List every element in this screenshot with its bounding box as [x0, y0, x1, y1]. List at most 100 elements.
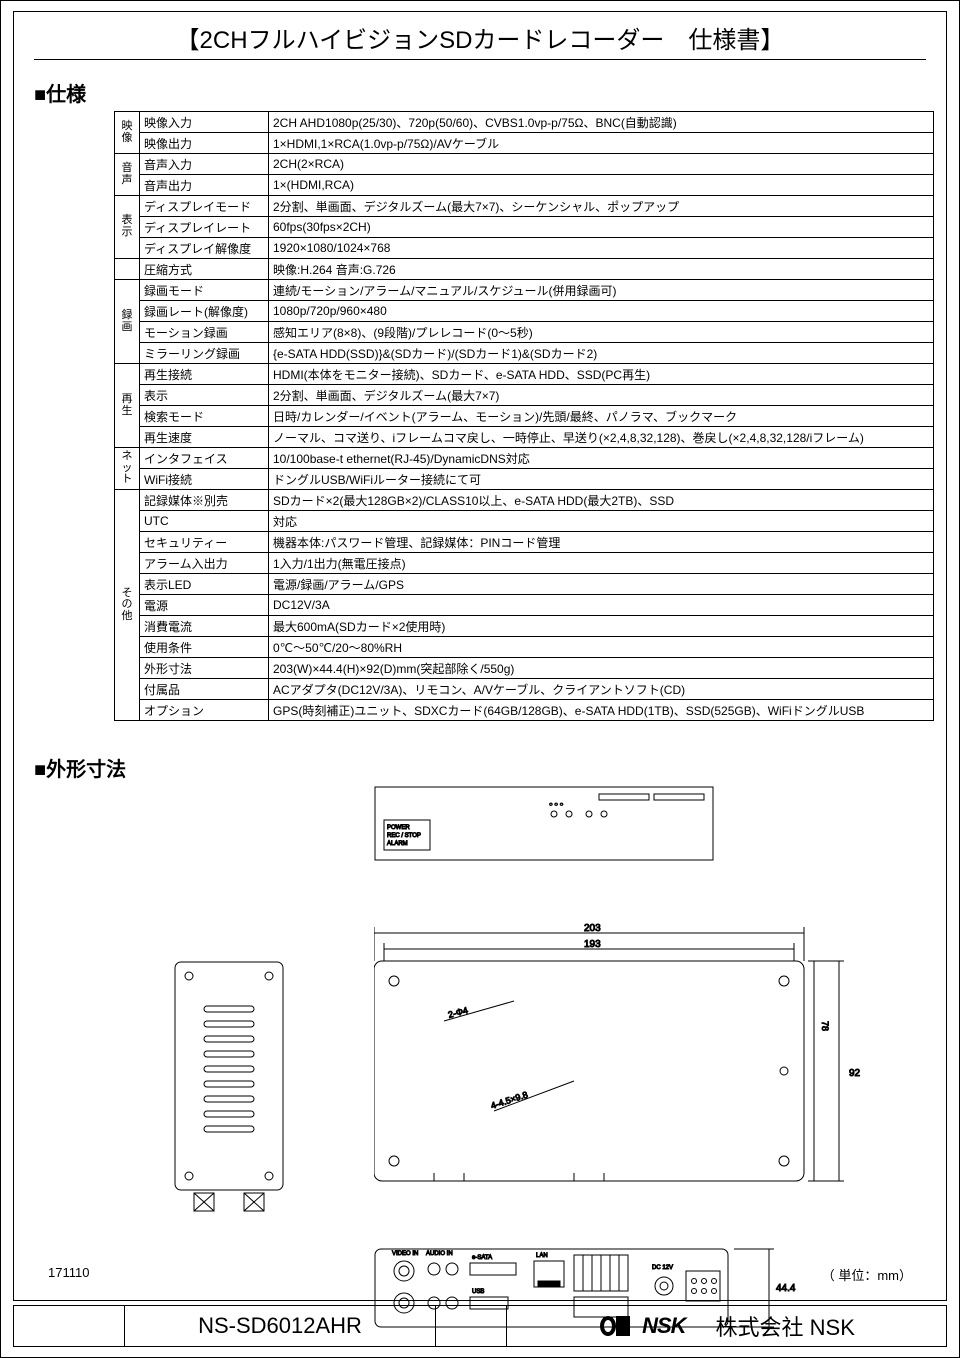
table-row: ネットインタフェイス10/100base-t ethernet(RJ-45)/D… [115, 448, 934, 469]
category-cell: 表示 [115, 196, 140, 259]
value-cell: 電源/録画/アラーム/GPS [269, 574, 934, 595]
table-row: 表示ディスプレイモード2分割、単画面、デジタルズーム(最大7×7)、シーケンシャ… [115, 196, 934, 217]
value-cell: 映像:H.264 音声:G.726 [269, 259, 934, 280]
category-cell: 録画 [115, 280, 140, 364]
label-cell: 音声出力 [140, 175, 269, 196]
table-row: セキュリティー機器本体:パスワード管理、記録媒体：PINコード管理 [115, 532, 934, 553]
table-row: 再生速度ノーマル、コマ送り、iフレームコマ戻し、一時停止、早送り(×2,4,8,… [115, 427, 934, 448]
label-cell: ディスプレイモード [140, 196, 269, 217]
date-code: 171110 [48, 1265, 89, 1284]
label-cell: セキュリティー [140, 532, 269, 553]
svg-text:e-SATA: e-SATA [472, 1255, 492, 1261]
table-row: 圧縮方式映像:H.264 音声:G.726 [115, 259, 934, 280]
table-row: 外形寸法203(W)×44.4(H)×92(D)mm(突起部除く/550g) [115, 658, 934, 679]
diagram-top: 203 193 2-Φ4 4-4.5×9.8 [374, 921, 914, 1201]
table-row: 使用条件0℃～50℃/20～80%RH [115, 637, 934, 658]
label-cell: 映像入力 [140, 112, 269, 133]
value-cell: HDMI(本体をモニター接続)、SDカード、e-SATA HDD、SSD(PC再… [269, 364, 934, 385]
table-row: 音声音声入力2CH(2×RCA) [115, 154, 934, 175]
svg-text:2-Φ4: 2-Φ4 [447, 1005, 469, 1020]
label-cell: 使用条件 [140, 637, 269, 658]
label-cell: 圧縮方式 [140, 259, 269, 280]
svg-text:VIDEO IN: VIDEO IN [392, 1251, 418, 1257]
category-cell: ネット [115, 448, 140, 490]
table-row: 表示LED電源/録画/アラーム/GPS [115, 574, 934, 595]
value-cell: 60fps(30fps×2CH) [269, 217, 934, 238]
value-cell: 1×(HDMI,RCA) [269, 175, 934, 196]
table-row: 再生再生接続HDMI(本体をモニター接続)、SDカード、e-SATA HDD、S… [115, 364, 934, 385]
value-cell: ノーマル、コマ送り、iフレームコマ戻し、一時停止、早送り(×2,4,8,32,1… [269, 427, 934, 448]
footer-row: 171110 （ 単位：mm） [48, 1265, 912, 1284]
inner-frame: 【2CHフルハイビジョンSDカードレコーダー 仕様書】 ■仕様 映像映像入力2C… [13, 11, 947, 1301]
table-row: 付属品ACアダプタ(DC12V/3A)、リモコン、A/Vケーブル、クライアントソ… [115, 679, 934, 700]
label-cell: インタフェイス [140, 448, 269, 469]
table-row: アラーム入出力1入力/1出力(無電圧接点) [115, 553, 934, 574]
label-cell: 録画モード [140, 280, 269, 301]
label-cell: 電源 [140, 595, 269, 616]
section-dim-heading: ■外形寸法 [34, 753, 926, 782]
table-row: ディスプレイレート60fps(30fps×2CH) [115, 217, 934, 238]
value-cell: 2CH AHD1080p(25/30)、720p(50/60)、CVBS1.0v… [269, 112, 934, 133]
table-row: 消費電流最大600mA(SDカード×2使用時) [115, 616, 934, 637]
value-cell: 2CH(2×RCA) [269, 154, 934, 175]
table-row: その他記録媒体※別売SDカード×2(最大128GB×2)/CLASS10以上、e… [115, 490, 934, 511]
value-cell: 0℃～50℃/20～80%RH [269, 637, 934, 658]
label-cell: 消費電流 [140, 616, 269, 637]
unit-note: （ 単位：mm） [822, 1265, 912, 1284]
svg-text:203: 203 [584, 923, 601, 934]
label-cell: ミラーリング録画 [140, 343, 269, 364]
value-cell: 連続/モーション/アラーム/マニュアル/スケジュール(併用録画可) [269, 280, 934, 301]
value-cell: SDカード×2(最大128GB×2)/CLASS10以上、e-SATA HDD(… [269, 490, 934, 511]
svg-text:LAN: LAN [536, 1253, 548, 1259]
table-row: UTC対応 [115, 511, 934, 532]
value-cell: {e-SATA HDD(SSD)}&(SDカード)/(SDカード1)&(SDカー… [269, 343, 934, 364]
diagram-area: POWER REC / STOP ALARM ○ ○ ○ [94, 786, 926, 1336]
label-cell: ディスプレイレート [140, 217, 269, 238]
svg-text:REC / STOP: REC / STOP [387, 833, 421, 839]
table-row: 映像出力1×HDMI,1×RCA(1.0vp-p/75Ω)/AVケーブル [115, 133, 934, 154]
category-cell: 再生 [115, 364, 140, 448]
value-cell: 最大600mA(SDカード×2使用時) [269, 616, 934, 637]
value-cell: 1入力/1出力(無電圧接点) [269, 553, 934, 574]
value-cell: 機器本体:パスワード管理、記録媒体：PINコード管理 [269, 532, 934, 553]
table-row: オプションGPS(時刻補正)ユニット、SDXCカード(64GB/128GB)、e… [115, 700, 934, 721]
value-cell: 日時/カレンダー/イベント(アラーム、モーション)/先頭/最終、パノラマ、ブック… [269, 406, 934, 427]
table-row: WiFi接続ドングルUSB/WiFiルーター接続にて可 [115, 469, 934, 490]
value-cell: 10/100base-t ethernet(RJ-45)/DynamicDNS対… [269, 448, 934, 469]
value-cell: 1×HDMI,1×RCA(1.0vp-p/75Ω)/AVケーブル [269, 133, 934, 154]
label-cell: モーション録画 [140, 322, 269, 343]
category-cell: 音声 [115, 154, 140, 196]
diagram-side [174, 961, 304, 1231]
table-row: 音声出力1×(HDMI,RCA) [115, 175, 934, 196]
value-cell: 感知エリア(8×8)、(9段階)/プレレコード(0～5秒) [269, 322, 934, 343]
label-cell: 外形寸法 [140, 658, 269, 679]
value-cell: 2分割、単画面、デジタルズーム(最大7×7) [269, 385, 934, 406]
label-cell: UTC [140, 511, 269, 532]
svg-text:4-4.5×9.8: 4-4.5×9.8 [490, 1090, 529, 1111]
svg-text:ALARM: ALARM [387, 841, 408, 847]
page: 【2CHフルハイビジョンSDカードレコーダー 仕様書】 ■仕様 映像映像入力2C… [0, 0, 960, 1358]
spec-table: 映像映像入力2CH AHD1080p(25/30)、720p(50/60)、CV… [114, 111, 934, 721]
value-cell: GPS(時刻補正)ユニット、SDXCカード(64GB/128GB)、e-SATA… [269, 700, 934, 721]
label-cell: 録画レート(解像度) [140, 301, 269, 322]
value-cell: 2分割、単画面、デジタルズーム(最大7×7)、シーケンシャル、ポップアップ [269, 196, 934, 217]
diagram-rear: VIDEO IN AUDIO IN e-SATA USB LAN [374, 1241, 814, 1336]
table-row: ミラーリング録画{e-SATA HDD(SSD)}&(SDカード)/(SDカード… [115, 343, 934, 364]
doc-title: 【2CHフルハイビジョンSDカードレコーダー 仕様書】 [34, 20, 926, 60]
label-cell: ディスプレイ解像度 [140, 238, 269, 259]
table-row: 検索モード日時/カレンダー/イベント(アラーム、モーション)/先頭/最終、パノラ… [115, 406, 934, 427]
svg-text:USB: USB [472, 1289, 484, 1295]
label-cell: 記録媒体※別売 [140, 490, 269, 511]
label-cell: WiFi接続 [140, 469, 269, 490]
label-cell: 付属品 [140, 679, 269, 700]
value-cell: 1080p/720p/960×480 [269, 301, 934, 322]
svg-text:193: 193 [584, 939, 601, 950]
value-cell: 1920×1080/1024×768 [269, 238, 934, 259]
table-row: 録画録画モード連続/モーション/アラーム/マニュアル/スケジュール(併用録画可) [115, 280, 934, 301]
svg-text:POWER: POWER [387, 825, 410, 831]
label-cell: アラーム入出力 [140, 553, 269, 574]
table-row: 表示2分割、単画面、デジタルズーム(最大7×7) [115, 385, 934, 406]
label-cell: 表示LED [140, 574, 269, 595]
table-row: 録画レート(解像度)1080p/720p/960×480 [115, 301, 934, 322]
value-cell: ACアダプタ(DC12V/3A)、リモコン、A/Vケーブル、クライアントソフト(… [269, 679, 934, 700]
